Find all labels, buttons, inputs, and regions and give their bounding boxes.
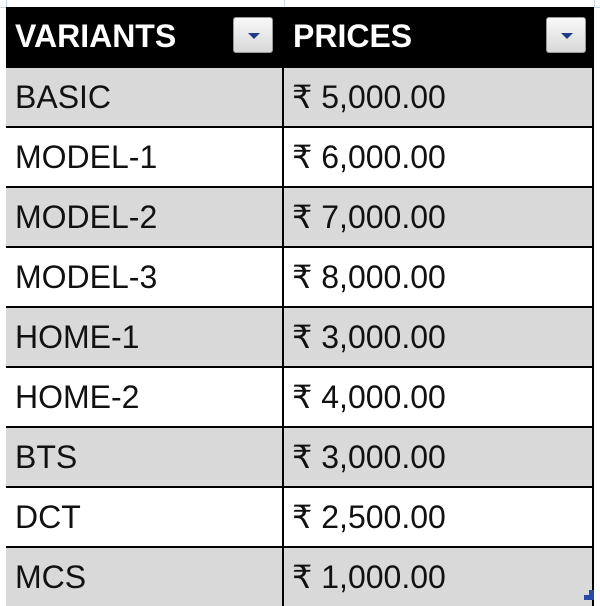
- price-cell[interactable]: ₹ 5,000.00: [284, 68, 594, 126]
- variant-cell[interactable]: MODEL-3: [6, 248, 284, 306]
- table-row: BASIC ₹ 5,000.00: [6, 66, 594, 126]
- variant-cell[interactable]: DCT: [6, 488, 284, 546]
- table-row: MODEL-1 ₹ 6,000.00: [6, 126, 594, 186]
- gridline: [594, 0, 595, 7]
- price-cell[interactable]: ₹ 4,000.00: [284, 368, 594, 426]
- variant-cell[interactable]: HOME-2: [6, 368, 284, 426]
- price-table: VARIANTS PRICES BASIC ₹ 5,000.00 MODEL-1 ₹ …: [6, 7, 594, 606]
- header-prices-label: PRICES: [293, 18, 413, 54]
- table-row: MODEL-2 ₹ 7,000.00: [6, 186, 594, 246]
- gridline: [284, 0, 285, 7]
- table-row: HOME-2 ₹ 4,000.00: [6, 366, 594, 426]
- table-row: DCT ₹ 2,500.00: [6, 486, 594, 546]
- price-cell[interactable]: ₹ 2,500.00: [284, 488, 594, 546]
- price-cell[interactable]: ₹ 8,000.00: [284, 248, 594, 306]
- price-cell[interactable]: ₹ 6,000.00: [284, 128, 594, 186]
- header-row: VARIANTS PRICES: [6, 7, 594, 66]
- header-variants-label: VARIANTS: [15, 18, 177, 54]
- table-row: MODEL-3 ₹ 8,000.00: [6, 246, 594, 306]
- variant-cell[interactable]: BASIC: [6, 68, 284, 126]
- table-row: HOME-1 ₹ 3,000.00: [6, 306, 594, 366]
- variant-cell[interactable]: MCS: [6, 548, 284, 606]
- table-row: MCS ₹ 1,000.00: [6, 546, 594, 606]
- table-resize-handle[interactable]: [584, 590, 594, 600]
- variant-cell[interactable]: MODEL-2: [6, 188, 284, 246]
- table-row: BTS ₹ 3,000.00: [6, 426, 594, 486]
- filter-dropdown-icon[interactable]: [233, 17, 273, 53]
- variant-cell[interactable]: HOME-1: [6, 308, 284, 366]
- filter-dropdown-icon[interactable]: [546, 17, 586, 53]
- variant-cell[interactable]: BTS: [6, 428, 284, 486]
- gridline: [6, 0, 7, 7]
- variant-cell[interactable]: MODEL-1: [6, 128, 284, 186]
- price-cell[interactable]: ₹ 1,000.00: [284, 548, 594, 606]
- price-cell[interactable]: ₹ 7,000.00: [284, 188, 594, 246]
- header-prices[interactable]: PRICES: [284, 7, 594, 66]
- price-cell[interactable]: ₹ 3,000.00: [284, 428, 594, 486]
- price-cell[interactable]: ₹ 3,000.00: [284, 308, 594, 366]
- header-variants[interactable]: VARIANTS: [6, 7, 284, 66]
